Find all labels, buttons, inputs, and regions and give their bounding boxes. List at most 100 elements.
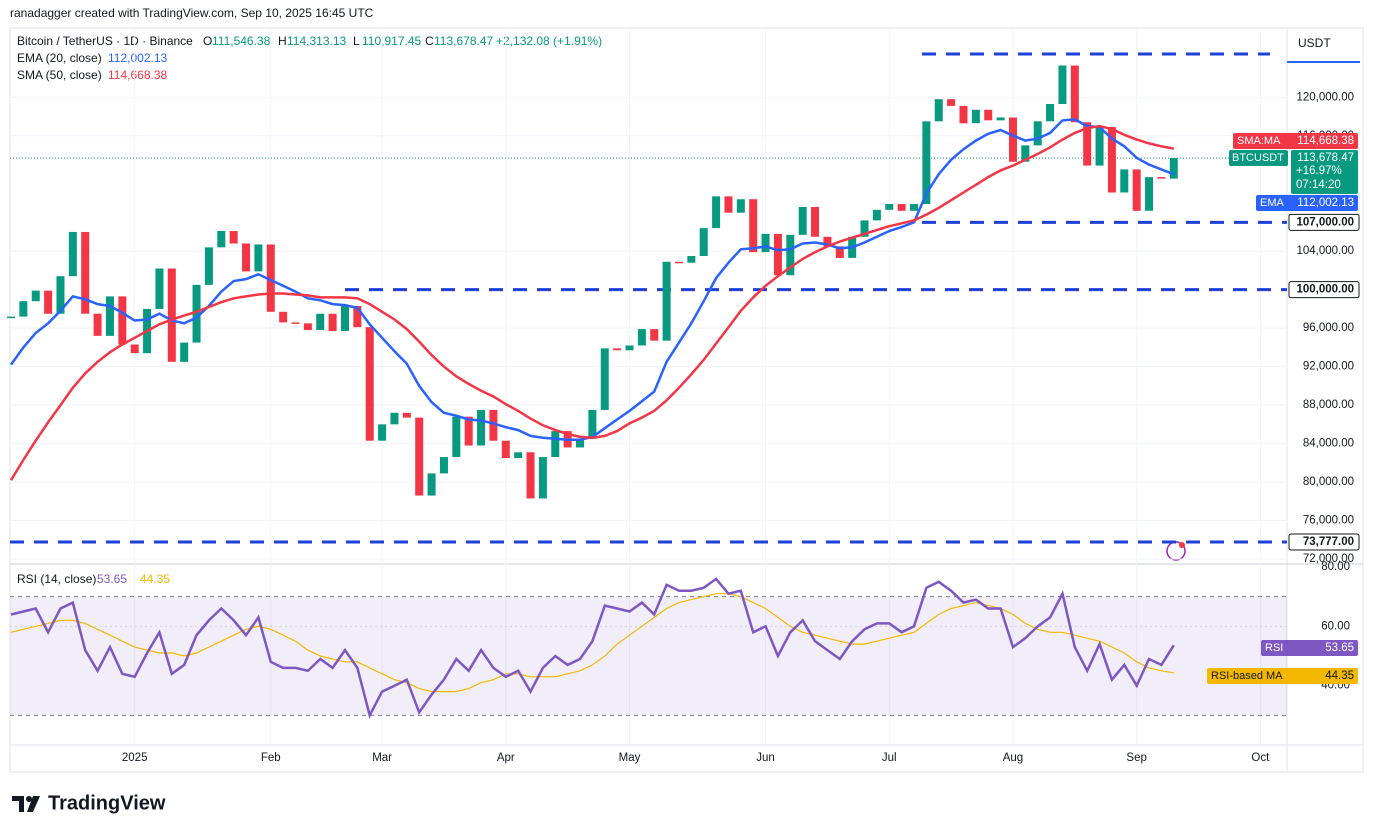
candle <box>1120 169 1129 193</box>
candle <box>340 306 349 332</box>
indicator-line <box>9 124 1175 481</box>
y-tick-label: 76,000.00 <box>1303 515 1354 527</box>
y-tick-label: 84,000.00 <box>1303 438 1354 450</box>
candle <box>687 256 696 263</box>
candle <box>674 261 683 264</box>
candle <box>526 452 535 499</box>
candle <box>773 233 782 276</box>
author-line: ranadagger created with TradingView.com,… <box>10 6 374 20</box>
candle <box>798 206 807 235</box>
candle <box>328 313 337 332</box>
rsi-tag: RSI <box>1265 642 1283 654</box>
ohlc-value: 110,917.45 <box>362 34 421 48</box>
candle <box>662 261 671 341</box>
candle <box>130 344 139 354</box>
candle <box>650 329 659 341</box>
candle <box>68 231 77 277</box>
indicator-line <box>9 118 1175 441</box>
candle <box>439 457 448 474</box>
candle <box>1145 177 1154 211</box>
change: +2,132.08 (+1.91%) <box>496 34 602 48</box>
level-label-box <box>1288 281 1360 299</box>
candle <box>291 322 300 324</box>
candle <box>1157 177 1166 179</box>
candle <box>390 412 399 425</box>
candle <box>1033 121 1042 146</box>
sma-tag: SMA:MA <box>1237 135 1281 147</box>
x-tick-label: Aug <box>1003 752 1023 764</box>
candle <box>464 416 473 446</box>
y-tick-label: 60.00 <box>1321 620 1350 632</box>
candle <box>749 199 758 253</box>
candle <box>1058 65 1067 104</box>
price-tag-box <box>1291 150 1358 194</box>
x-tick-label: 2025 <box>122 752 148 764</box>
candle <box>204 247 213 285</box>
rsi-line <box>10 577 1175 719</box>
candle <box>885 204 894 210</box>
ohlc-key: O <box>203 34 212 48</box>
candle <box>897 204 906 211</box>
candle <box>1070 65 1079 123</box>
level-label: 73,777.00 <box>1303 536 1354 548</box>
y-tick-label: 80.00 <box>1321 561 1350 573</box>
rsi-ma-legend-value: 44.35 <box>140 572 170 586</box>
candle <box>415 417 424 496</box>
ema-tag-value: 112,002.13 <box>1297 197 1354 209</box>
ohlc-key: H <box>278 34 287 48</box>
alert-dot <box>1179 542 1185 548</box>
candle <box>514 452 523 459</box>
symbol-tag-box <box>1229 150 1288 166</box>
candle <box>576 438 585 448</box>
candle <box>600 348 609 410</box>
change-tag: +16.97% <box>1296 165 1342 177</box>
candle <box>811 206 820 237</box>
candle <box>1046 104 1055 122</box>
candle <box>835 246 844 258</box>
x-tick-label: Jul <box>882 752 897 764</box>
candle <box>1083 122 1092 166</box>
candle <box>736 199 745 213</box>
candle <box>996 117 1005 121</box>
candle <box>947 99 956 106</box>
candle <box>477 409 486 446</box>
candle <box>823 236 832 247</box>
candle <box>489 409 498 441</box>
ohlc-key: C <box>425 34 434 48</box>
candle <box>538 457 547 499</box>
candle <box>180 342 189 362</box>
countdown-tag: 07:14:20 <box>1296 179 1341 191</box>
candle <box>105 296 114 336</box>
y-tick-label: 96,000.00 <box>1303 322 1354 334</box>
x-tick-label: Mar <box>372 752 392 764</box>
candle <box>81 231 90 314</box>
ema-tag-box <box>1256 195 1358 211</box>
y-tick-label: 88,000.00 <box>1303 399 1354 411</box>
candle <box>971 109 980 124</box>
x-tick-label: Feb <box>261 752 281 764</box>
candle <box>625 345 634 351</box>
price-tag: 113,678.47 <box>1297 152 1354 164</box>
brand: TradingView <box>48 792 166 814</box>
rsi-ma-tag: RSI-based MA <box>1211 670 1283 682</box>
candle <box>712 196 721 229</box>
y-tick-label: 120,000.00 <box>1296 91 1354 103</box>
candle <box>427 473 436 496</box>
candle <box>699 228 708 256</box>
x-tick-label: May <box>619 752 641 764</box>
candle <box>959 105 968 124</box>
candle <box>303 323 312 331</box>
candle <box>7 316 15 319</box>
rsi-tag-value: 53.65 <box>1325 642 1354 654</box>
y-tick-label: 92,000.00 <box>1303 361 1354 373</box>
y-tick-label: 72,000.00 <box>1303 553 1354 565</box>
candle <box>551 431 560 458</box>
candle <box>934 99 943 122</box>
ema-legend: EMA (20, close) <box>17 51 102 65</box>
candle <box>402 412 411 418</box>
candle <box>637 329 646 346</box>
candle <box>316 313 325 331</box>
candle <box>452 416 461 458</box>
